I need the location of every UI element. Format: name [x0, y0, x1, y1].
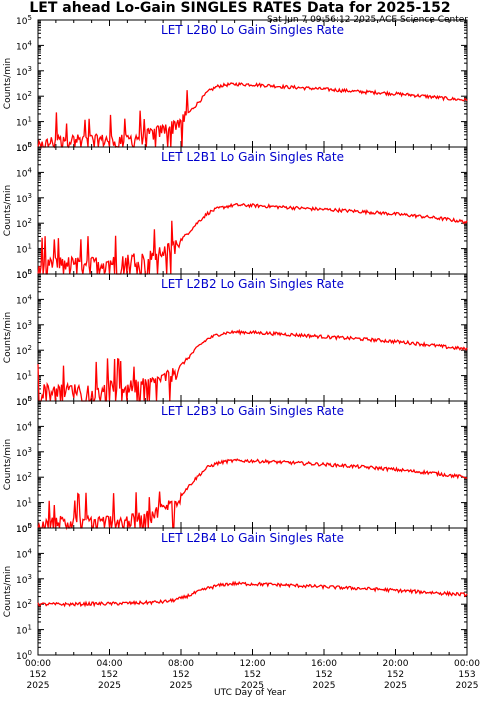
panel-4: 100 101 102 103 104 105 Counts/min LET L2B4 Lo …: [3, 522, 468, 662]
y-tick-label: 101: [16, 243, 32, 256]
panel-2: 100 101 102 103 104 105 Counts/min LET L2B2 Lo …: [3, 268, 468, 408]
x-tick-label: 20:00: [383, 659, 409, 669]
series-line: [37, 81, 468, 150]
y-tick-label: 104: [16, 293, 32, 306]
x-tick-label: 00:00: [454, 659, 480, 669]
x-tick-label: 2025: [241, 681, 264, 691]
y-tick-label: 103: [16, 573, 32, 586]
panel-1: 100 101 102 103 104 105 Counts/min LET L2B1 Lo …: [3, 141, 468, 281]
panel-title: LET L2B0 Lo Gain Singles Rate: [161, 23, 344, 37]
y-tick-label: 100: [16, 141, 32, 154]
y-tick-label: 102: [16, 471, 32, 484]
x-tick-label: 152: [101, 670, 118, 680]
x-tick-label: 08:00: [168, 659, 194, 669]
y-tick-label: 103: [16, 446, 32, 459]
y-tick-label: 103: [16, 319, 32, 332]
y-axis-label: Counts/min: [3, 58, 13, 109]
x-tick-label: 2025: [27, 681, 50, 691]
y-tick-label: 102: [16, 90, 32, 103]
panel-frame: [37, 400, 468, 529]
panel-frame: [37, 273, 468, 402]
y-tick-label: 105: [16, 14, 32, 27]
y-tick-label: 103: [16, 65, 32, 78]
series-line: [37, 580, 468, 608]
y-axis-label: Counts/min: [3, 566, 13, 617]
x-tick-label: 152: [172, 670, 189, 680]
x-tick-label: 16:00: [311, 659, 337, 669]
x-tick-label: 2025: [98, 681, 121, 691]
x-axis: 00:00152202504:00152202508:00152202512:0…: [25, 659, 480, 691]
x-tick-label: 2025: [170, 681, 193, 691]
y-tick-label: 104: [16, 166, 32, 179]
y-axis-label: Counts/min: [3, 312, 13, 363]
series-line: [37, 202, 468, 275]
panel-3: 100 101 102 103 104 105 Counts/min LET L2B3 Lo …: [3, 395, 468, 535]
x-tick-label: 2025: [456, 681, 479, 691]
panel-group: 100 101 102 103 104 105 Counts/min LET L2B0 Lo …: [3, 14, 468, 662]
x-tick-label: 12:00: [240, 659, 266, 669]
y-tick-label: 102: [16, 598, 32, 611]
x-tick-label: 153: [458, 670, 475, 680]
x-tick-label: 2025: [384, 681, 407, 691]
y-tick-label: 101: [16, 497, 32, 510]
series-line: [37, 328, 468, 402]
x-tick-label: 152: [387, 670, 404, 680]
x-tick-label: 00:00: [25, 659, 51, 669]
panel-title: LET L2B4 Lo Gain Singles Rate: [161, 531, 344, 545]
y-tick-label: 104: [16, 547, 32, 560]
x-tick-label: 2025: [313, 681, 336, 691]
panel-title: LET L2B1 Lo Gain Singles Rate: [161, 150, 344, 164]
y-axis-label: Counts/min: [3, 185, 13, 236]
y-tick-label: 100: [16, 649, 32, 662]
x-tick-label: 152: [315, 670, 332, 680]
y-tick-label: 105: [16, 395, 32, 408]
panel-frame: [37, 146, 468, 275]
y-tick-label: 101: [16, 624, 32, 637]
y-tick-label: 102: [16, 344, 32, 357]
y-tick-label: 101: [16, 370, 32, 383]
y-tick-label: 100: [16, 268, 32, 281]
x-tick-label: 152: [244, 670, 261, 680]
y-tick-label: 102: [16, 217, 32, 230]
x-tick-label: 04:00: [97, 659, 123, 669]
x-tick-label: 152: [29, 670, 46, 680]
y-tick-label: 100: [16, 522, 32, 535]
y-tick-label: 104: [16, 420, 32, 433]
y-tick-label: 100: [16, 395, 32, 408]
y-tick-label: 103: [16, 192, 32, 205]
y-axis-label: Counts/min: [3, 439, 13, 490]
y-tick-label: 105: [16, 268, 32, 281]
series-line: [37, 458, 468, 531]
panel-title: LET L2B2 Lo Gain Singles Rate: [161, 277, 344, 291]
panel-title: LET L2B3 Lo Gain Singles Rate: [161, 404, 344, 418]
x-axis-label: UTC Day of Year: [214, 688, 286, 698]
y-tick-label: 101: [16, 116, 32, 129]
panel-0: 100 101 102 103 104 105 Counts/min LET L2B0 Lo …: [3, 14, 468, 154]
panel-frame: [37, 19, 468, 148]
figure-title: LET ahead Lo-Gain SINGLES RATES Data for…: [29, 0, 450, 16]
y-tick-label: 105: [16, 522, 32, 535]
y-tick-label: 104: [16, 39, 32, 52]
y-tick-label: 105: [16, 141, 32, 154]
